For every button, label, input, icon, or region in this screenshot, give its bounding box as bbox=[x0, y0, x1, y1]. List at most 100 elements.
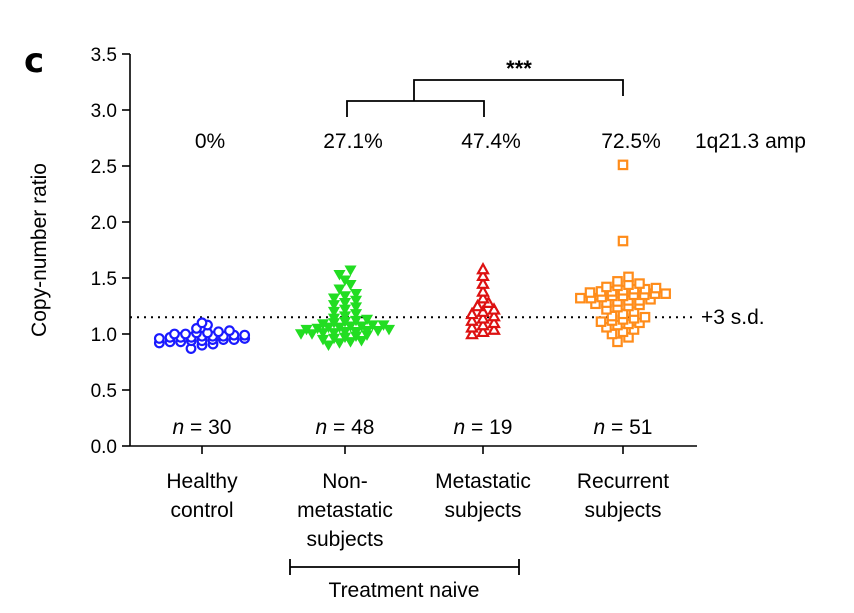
y-axis-label: Copy-number ratio bbox=[28, 163, 51, 337]
data-point bbox=[224, 325, 235, 337]
data-point bbox=[349, 327, 363, 338]
data-point bbox=[606, 328, 618, 340]
data-point bbox=[371, 325, 385, 337]
data-point bbox=[327, 293, 341, 304]
sample-size-symbol: n bbox=[173, 416, 191, 439]
data-points bbox=[153, 159, 671, 354]
data-point bbox=[487, 309, 501, 322]
y-tick-label: 2.5 bbox=[91, 157, 117, 178]
data-point bbox=[660, 288, 671, 299]
data-point bbox=[617, 308, 629, 320]
data-point bbox=[360, 325, 374, 337]
data-point bbox=[634, 278, 645, 289]
comparison-bracket-treatment-naive bbox=[346, 100, 485, 117]
percentage-row-label: 1q21.3 amp bbox=[695, 130, 806, 153]
data-point bbox=[305, 329, 319, 340]
category-label: Metastatic subjects bbox=[435, 470, 531, 522]
y-tick-label: 0.5 bbox=[91, 381, 117, 402]
category-label-line: Non- bbox=[322, 470, 368, 493]
data-point bbox=[338, 291, 352, 302]
data-point bbox=[601, 321, 612, 333]
threshold-line: +3 s.d. bbox=[130, 306, 765, 329]
category-label: Healthy control bbox=[166, 470, 238, 522]
data-point bbox=[612, 336, 623, 348]
data-point bbox=[316, 319, 330, 330]
data-point bbox=[300, 324, 313, 336]
data-point bbox=[595, 316, 607, 327]
category-label-line: Recurrent bbox=[577, 470, 669, 493]
category-label-line: metastatic bbox=[297, 499, 393, 522]
data-point bbox=[487, 302, 501, 315]
data-point bbox=[344, 321, 357, 332]
data-point bbox=[213, 326, 224, 338]
sample-size-value: = 30 bbox=[190, 416, 231, 439]
y-tick-label: 3.5 bbox=[91, 45, 117, 66]
data-point bbox=[153, 333, 165, 344]
data-point bbox=[623, 332, 634, 343]
data-point bbox=[650, 282, 662, 294]
data-point bbox=[366, 320, 379, 331]
data-point bbox=[377, 320, 390, 331]
data-point bbox=[476, 261, 490, 275]
data-point bbox=[322, 322, 335, 334]
data-point bbox=[465, 313, 479, 326]
data-point bbox=[601, 281, 612, 293]
sample-size-symbol: n bbox=[594, 416, 612, 439]
data-point bbox=[612, 276, 623, 287]
significance-label: *** bbox=[506, 56, 532, 81]
data-point bbox=[355, 321, 368, 332]
data-point bbox=[344, 280, 357, 291]
percentage-label: 27.1% bbox=[323, 130, 383, 153]
category-label-line: Healthy bbox=[166, 470, 238, 493]
data-point bbox=[639, 311, 651, 323]
data-point bbox=[239, 329, 251, 341]
category-label: Recurrent subjects bbox=[577, 470, 669, 522]
data-point bbox=[476, 324, 490, 338]
data-point bbox=[349, 288, 363, 300]
y-tick-label: 0.0 bbox=[91, 437, 117, 458]
data-point bbox=[476, 276, 490, 289]
data-point bbox=[476, 317, 490, 331]
data-point bbox=[606, 310, 618, 322]
data-point bbox=[628, 306, 640, 317]
data-point bbox=[476, 311, 490, 324]
data-point bbox=[338, 275, 352, 287]
data-point bbox=[344, 337, 357, 348]
sample-size-label: n = 19 bbox=[454, 416, 513, 439]
axes: 0.0 0.5 1.0 1.5 2.0 2.5 3.0 3.5 bbox=[91, 45, 697, 458]
sample-size-value: = 48 bbox=[333, 416, 374, 439]
panel-label: c bbox=[24, 41, 44, 81]
data-point bbox=[617, 159, 629, 171]
sample-size-value: = 19 bbox=[471, 416, 512, 439]
data-point bbox=[344, 265, 357, 276]
treatment-naive-label: Treatment naive bbox=[329, 579, 480, 602]
data-point bbox=[333, 269, 346, 281]
category-label: Non-metastatic subjects bbox=[297, 470, 393, 551]
data-point bbox=[465, 306, 479, 320]
y-tick-label: 3.0 bbox=[91, 101, 117, 122]
percentage-label: 72.5% bbox=[601, 130, 661, 153]
threshold-label: +3 s.d. bbox=[701, 306, 765, 329]
data-point bbox=[333, 338, 346, 349]
y-tick-label: 1.5 bbox=[91, 269, 117, 290]
category-label-line: Metastatic bbox=[435, 470, 531, 493]
percentage-label: 0% bbox=[195, 130, 225, 153]
y-tick-label: 2.0 bbox=[91, 213, 117, 234]
data-point bbox=[327, 328, 341, 339]
data-point bbox=[487, 315, 501, 329]
data-point bbox=[476, 268, 490, 282]
data-point bbox=[623, 271, 634, 283]
data-point bbox=[476, 291, 490, 304]
data-point bbox=[333, 322, 346, 334]
data-point bbox=[311, 323, 324, 335]
data-point bbox=[169, 328, 180, 340]
data-point bbox=[617, 235, 629, 247]
category-label-line: subjects bbox=[584, 499, 661, 522]
data-point bbox=[322, 340, 335, 351]
data-point bbox=[628, 324, 640, 335]
sample-size-label: n = 30 bbox=[173, 416, 232, 439]
sample-size-label: n = 48 bbox=[316, 416, 375, 439]
data-point bbox=[196, 317, 208, 329]
